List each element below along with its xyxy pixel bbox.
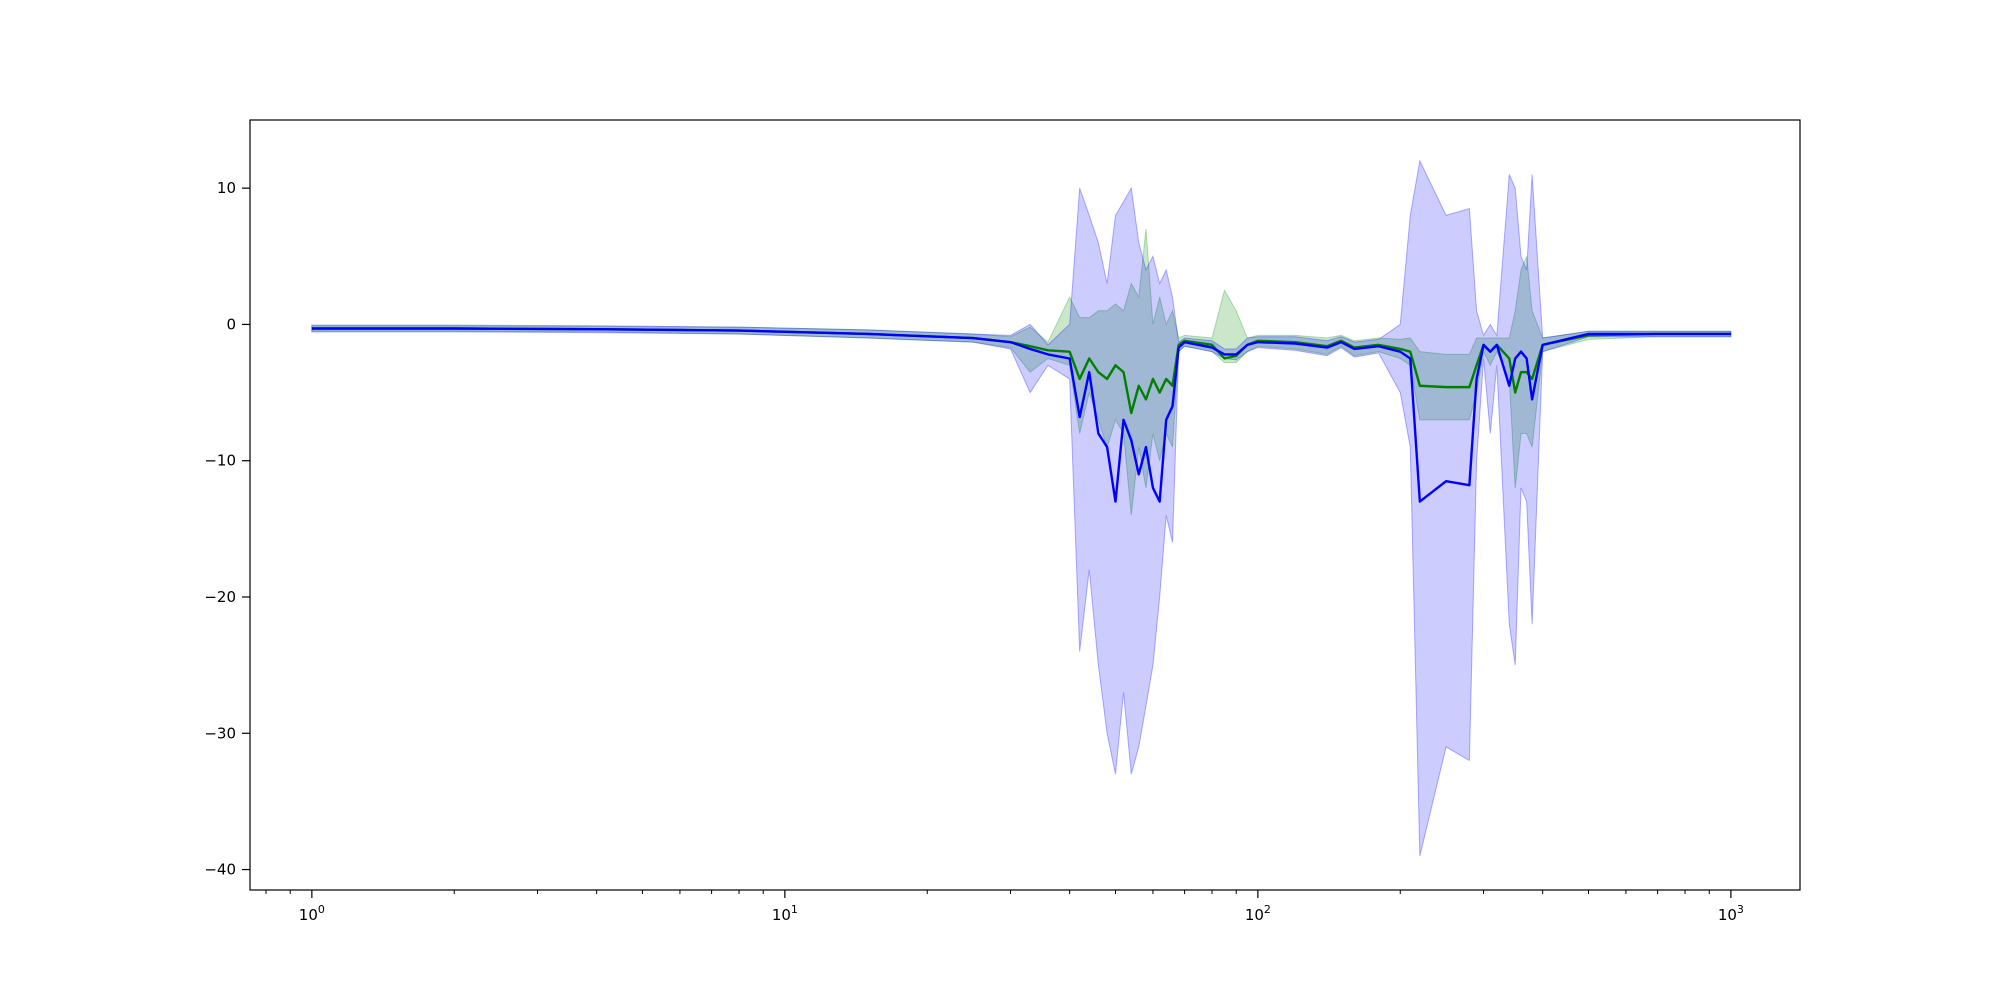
y-tick-label: −10 [204, 452, 236, 470]
series-0-line [311, 327, 1731, 415]
confidence-bands [311, 159, 1732, 857]
series-1-band [311, 159, 1732, 857]
y-tick-label: −30 [204, 724, 236, 742]
series-0-band [311, 228, 1732, 516]
x-tick-label: 101 [772, 903, 798, 924]
series-lines [311, 327, 1731, 503]
x-tick-label: 102 [1245, 903, 1271, 924]
y-axis-ticks: 10 0 −10 −20 −30 −40 [204, 179, 250, 879]
y-tick-label: −20 [204, 588, 236, 606]
series-1-line [311, 327, 1731, 503]
y-tick-label: 0 [226, 315, 236, 333]
y-tick-label: −40 [204, 861, 236, 879]
x-tick-label: 100 [299, 903, 325, 924]
x-tick-label: 103 [1718, 903, 1744, 924]
plot-area-frame [249, 119, 1801, 891]
y-tick-label: 10 [217, 179, 236, 197]
x-axis-ticks: 100 101 102 103 [265, 890, 1744, 924]
